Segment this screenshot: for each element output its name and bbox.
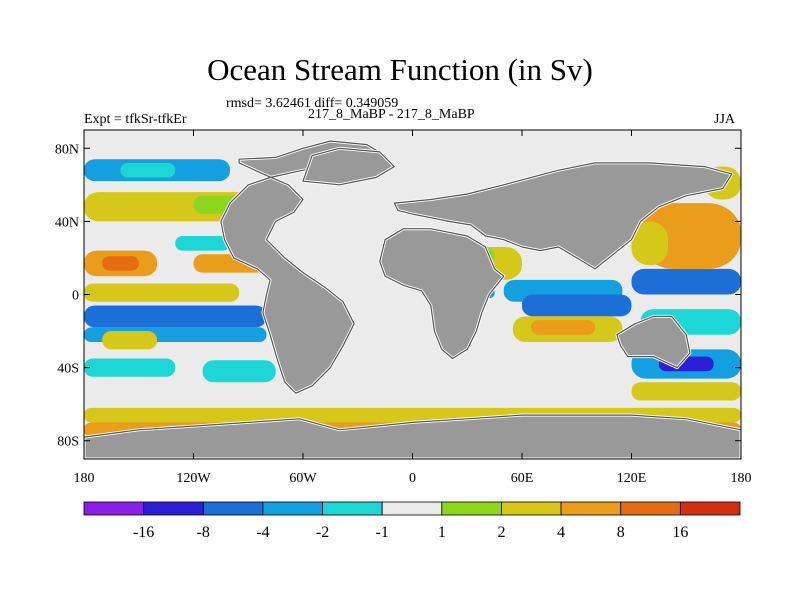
season-label: JJA	[714, 112, 736, 127]
colorbar-label: 1	[438, 524, 446, 541]
colorbar-swatch	[143, 501, 204, 516]
land-outline	[616, 315, 691, 369]
contour-band	[631, 221, 668, 266]
contour-band	[120, 162, 176, 178]
colorbar-swatch	[202, 501, 264, 516]
colorbar-label: -8	[197, 524, 210, 541]
colorbar-label: 16	[672, 524, 688, 541]
contour-band	[84, 305, 267, 328]
contour-band	[102, 331, 157, 350]
y-tick-label: 80N	[55, 142, 79, 157]
colorbar-swatch	[381, 501, 443, 516]
colorbar-swatch	[262, 501, 323, 516]
contour-band	[631, 268, 741, 295]
colorbar-label: -16	[133, 524, 154, 541]
colorbar-label: 4	[557, 524, 565, 541]
stats-label: rmsd= 3.62461 diff= 0.349059	[226, 96, 399, 111]
contour-band	[84, 358, 176, 377]
contour-band	[202, 360, 276, 383]
colorbar-swatch	[83, 501, 145, 516]
x-tick-label: 180	[74, 471, 95, 486]
colorbar-swatch	[441, 501, 502, 516]
contour-band	[631, 382, 741, 401]
y-tick-label: 0	[72, 289, 79, 304]
land-outline	[379, 228, 505, 360]
contour-band	[522, 294, 632, 317]
y-tick-label: 40N	[55, 215, 79, 230]
land-outline	[302, 147, 395, 186]
comparison-label: 217_8_MaBP - 217_8_MaBP	[308, 107, 475, 122]
colorbar-label: -1	[376, 524, 389, 541]
colorbar-swatch	[501, 501, 562, 516]
colorbar-swatch	[560, 501, 622, 516]
colorbar-swatch	[620, 501, 681, 516]
x-tick-label: 0	[409, 471, 416, 486]
x-tick-label: 120W	[176, 471, 211, 486]
experiment-label: Expt = tfkSr-tfkEr	[84, 112, 187, 127]
y-tick-label: 80S	[57, 435, 79, 450]
y-tick-label: 40S	[57, 362, 79, 377]
x-tick-label: 120E	[617, 471, 647, 486]
colorbar-swatch	[679, 501, 741, 516]
contour-band	[102, 256, 139, 271]
x-tick-label: 60W	[289, 471, 317, 486]
colorbar-label: 2	[497, 524, 505, 541]
contour-band	[84, 283, 240, 302]
land-outline	[84, 414, 741, 459]
colorbar-label: 8	[617, 524, 625, 541]
colorbar-label: -2	[316, 524, 329, 541]
x-tick-label: 180	[731, 471, 752, 486]
colorbar-swatch	[322, 501, 383, 516]
x-tick-label: 60E	[511, 471, 534, 486]
contour-band	[531, 320, 595, 335]
colorbar-label: -4	[256, 524, 269, 541]
chart-title: Ocean Stream Function (in Sv)	[207, 52, 593, 87]
land-outline	[393, 162, 733, 270]
contour-band	[175, 236, 230, 251]
